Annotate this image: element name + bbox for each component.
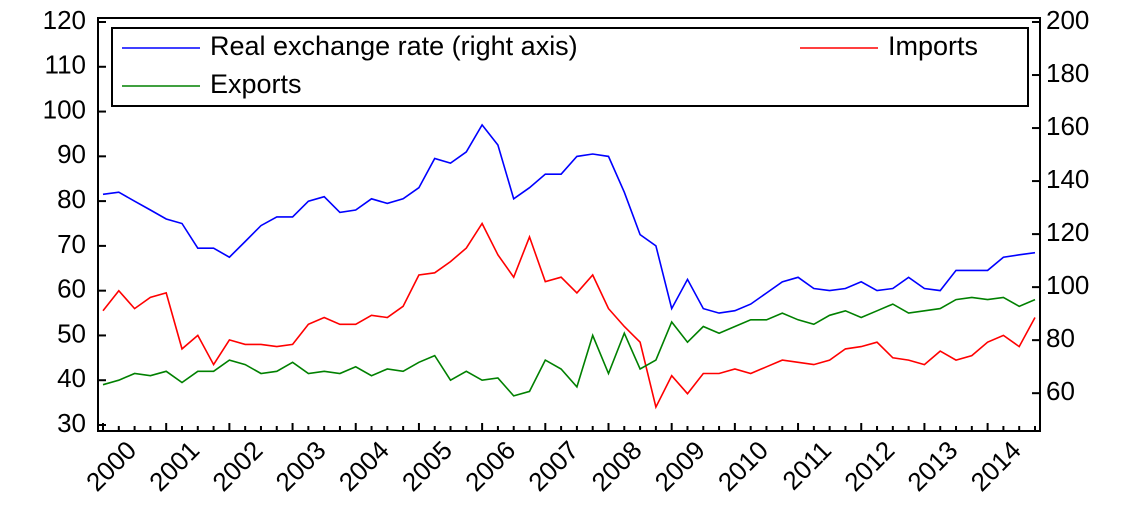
x-tick-label: 2001	[143, 435, 205, 497]
y2-tick-label: 100	[1046, 270, 1089, 300]
y2-tick-label: 80	[1046, 323, 1075, 353]
y-tick-label: 50	[57, 318, 86, 348]
x-tick-label: 2010	[712, 435, 774, 497]
y-tick-label: 90	[57, 139, 86, 169]
x-tick-label: 2002	[206, 435, 268, 497]
series-line	[102, 123, 1036, 314]
x-tick-label: 2000	[80, 435, 142, 497]
y2-tick-label: 180	[1046, 58, 1089, 88]
legend-label: Exports	[210, 69, 302, 99]
y-tick-label: 80	[57, 184, 86, 214]
legend-label: Imports	[888, 31, 978, 61]
y-tick-label: 120	[43, 5, 86, 35]
y2-tick-label: 60	[1046, 376, 1075, 406]
y2-tick-label: 160	[1046, 111, 1089, 141]
series-line	[102, 221, 1036, 410]
y2-tick-label: 140	[1046, 164, 1089, 194]
y-tick-label: 70	[57, 229, 86, 259]
y2-tick-label: 200	[1046, 5, 1089, 35]
y-tick-label: 60	[57, 274, 86, 304]
y-tick-label: 110	[45, 50, 86, 80]
x-tick-label: 2012	[838, 435, 900, 497]
x-tick-label: 2006	[459, 435, 521, 497]
x-tick-label: 2009	[649, 435, 711, 497]
y2-tick-label: 120	[1046, 217, 1089, 247]
y-tick-label: 40	[57, 363, 86, 393]
x-tick-label: 2014	[965, 435, 1027, 497]
series-line	[102, 296, 1036, 397]
x-tick-label: 2007	[522, 435, 584, 497]
x-tick-label: 2013	[901, 435, 963, 497]
plot-frame	[97, 17, 1041, 432]
legend-box	[111, 27, 1029, 107]
x-tick-label: 2005	[396, 435, 458, 497]
x-tick-label: 2003	[270, 435, 332, 497]
legend-label: Real exchange rate (right axis)	[210, 31, 578, 61]
x-tick-label: 2008	[585, 435, 647, 497]
x-tick-label: 2011	[776, 435, 837, 496]
y-tick-label: 30	[57, 408, 86, 438]
x-tick-label: 2004	[333, 435, 395, 497]
y-tick-label: 100	[43, 94, 86, 124]
